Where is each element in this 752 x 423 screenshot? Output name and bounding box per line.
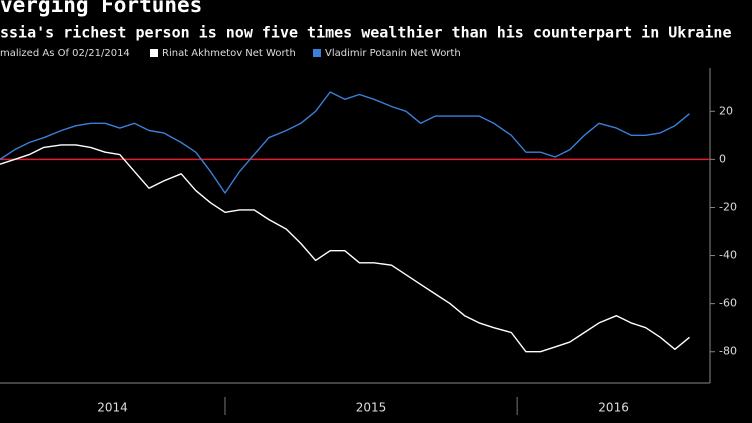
chart-title: verging Fortunes <box>0 0 202 17</box>
y-tick-label: -20 <box>719 200 737 213</box>
y-tick-label: -60 <box>719 297 737 310</box>
y-tick-label: 20 <box>719 104 733 117</box>
y-tick-label: -80 <box>719 345 737 358</box>
legend-swatch <box>313 49 321 57</box>
x-tick-label: 2015 <box>356 401 387 415</box>
legend-note: malized As Of 02/21/2014 <box>0 48 130 59</box>
chart-subtitle: ssia's richest person is now five times … <box>0 24 732 42</box>
legend-swatch <box>150 49 158 57</box>
x-tick-label: 2014 <box>97 401 128 415</box>
y-tick-label: 0 <box>719 152 726 165</box>
legend-label: Vladimir Potanin Net Worth <box>325 48 461 59</box>
y-tick-label: -40 <box>719 249 737 262</box>
series-line <box>0 91 690 194</box>
legend-label: Rinat Akhmetov Net Worth <box>162 48 296 59</box>
series-line <box>0 144 690 353</box>
x-tick-label: 2016 <box>598 401 629 415</box>
